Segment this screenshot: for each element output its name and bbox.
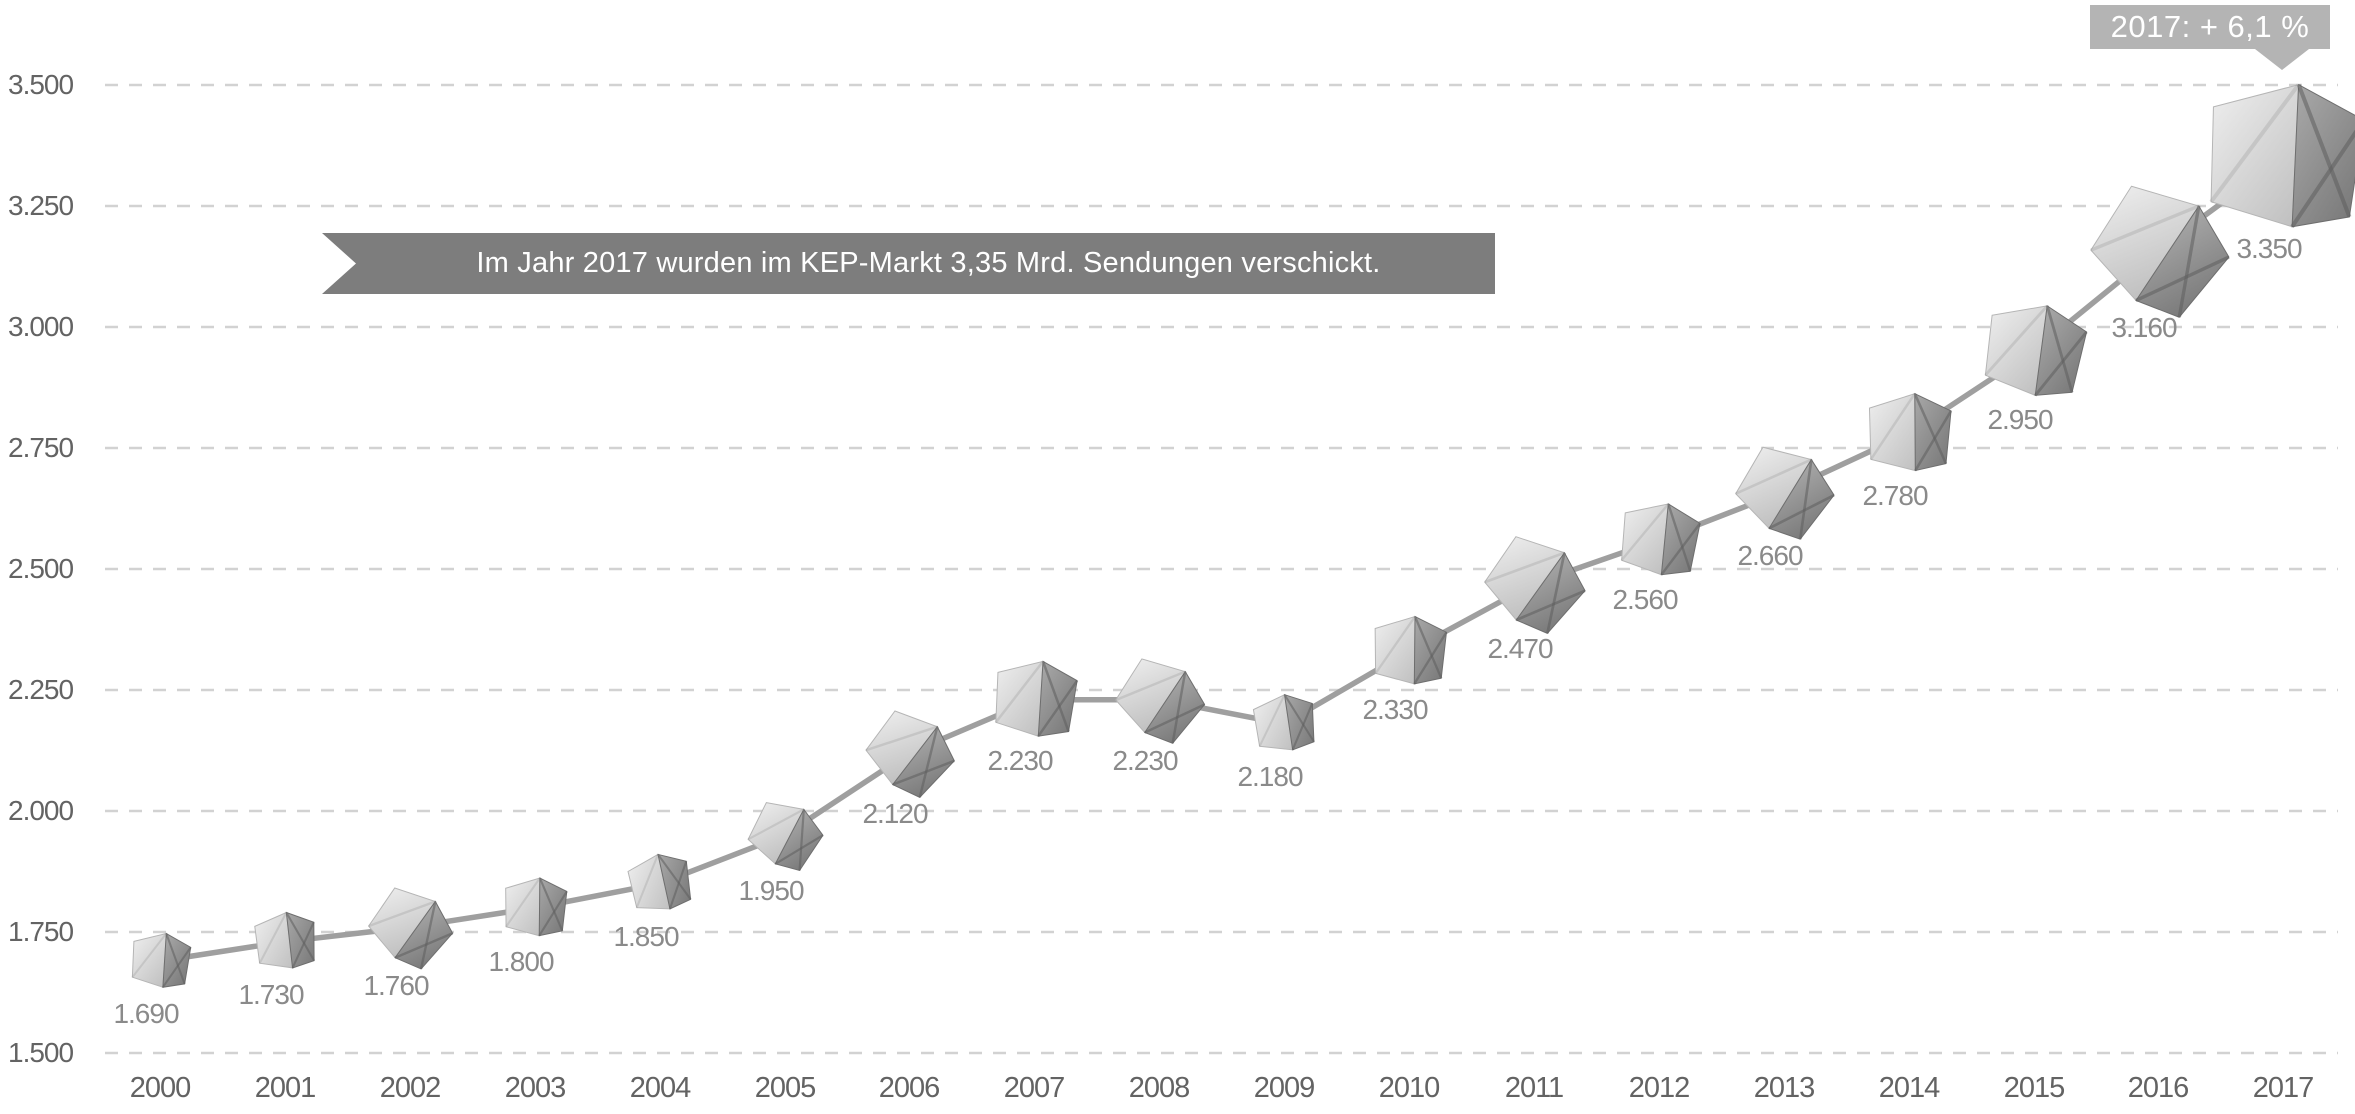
x-axis-tick-label: 2001: [254, 1072, 317, 1104]
data-point-label: 3.160: [2111, 312, 2177, 343]
data-point-label: 2.180: [1237, 761, 1303, 792]
change-badge: 2017: + 6,1 %: [2090, 5, 2330, 70]
callout-banner-text: Im Jahr 2017 wurden im KEP-Markt 3,35 Mr…: [476, 247, 1381, 279]
data-point-label: 2.330: [1362, 694, 1428, 725]
x-axis-tick-label: 2017: [2252, 1072, 2315, 1104]
data-point-label: 3.350: [2236, 233, 2302, 264]
data-point-label: 1.850: [613, 921, 679, 952]
data-point-label: 1.690: [113, 998, 179, 1029]
parcel-icon: [1115, 658, 1206, 744]
data-point-label: 2.660: [1737, 540, 1803, 571]
data-point-label: 2.780: [1862, 480, 1928, 511]
parcel-icon: [2209, 83, 2355, 228]
parcel-icon: [254, 911, 316, 969]
parcel-icon: [1620, 503, 1701, 576]
y-axis-tick-label: 3.500: [8, 69, 74, 100]
parcel-icon: [747, 802, 824, 872]
data-point-label: 2.470: [1487, 633, 1553, 664]
data-point-label: 1.950: [738, 875, 804, 906]
parcel-icon: [994, 660, 1079, 737]
x-axis-tick-label: 2005: [754, 1072, 817, 1104]
parcel-icon: [1984, 304, 2088, 397]
data-point-label: 2.230: [1112, 745, 1178, 776]
parcel-icon: [1735, 446, 1835, 540]
x-axis-tick-label: 2013: [1753, 1072, 1816, 1104]
change-badge-text: 2017: + 6,1 %: [2110, 9, 2310, 44]
y-axis-tick-label: 2.000: [8, 795, 74, 826]
x-axis-tick-label: 2016: [2127, 1072, 2190, 1104]
x-axis-tick-label: 2014: [1878, 1072, 1941, 1104]
x-axis-tick-label: 2002: [379, 1072, 442, 1104]
x-axis-tick-label: 2003: [504, 1072, 567, 1104]
parcel-icon: [627, 853, 692, 910]
parcel-icon: [1252, 693, 1315, 751]
parcel-icon: [2090, 185, 2230, 318]
y-axis-tick-label: 2.250: [8, 674, 74, 705]
y-axis-tick-label: 1.750: [8, 916, 74, 947]
parcel-icon: [505, 877, 568, 937]
x-axis-tick-label: 2008: [1128, 1072, 1191, 1104]
badge-pointer-icon: [2255, 49, 2309, 70]
parcel-icon: [865, 710, 955, 798]
x-axis-tick-label: 2000: [129, 1072, 192, 1104]
data-point-label: 1.760: [363, 970, 429, 1001]
parcel-icon: [368, 887, 454, 970]
data-point-label: 2.560: [1612, 584, 1678, 615]
x-axis-tick-label: 2007: [1003, 1072, 1066, 1104]
x-axis-tick-label: 2009: [1253, 1072, 1316, 1104]
parcel-icon: [1868, 392, 1953, 472]
parcel-icon: [1484, 536, 1586, 634]
parcel-icon: [1374, 615, 1448, 685]
data-point-label: 1.730: [238, 979, 304, 1010]
y-axis-tick-label: 3.000: [8, 311, 74, 342]
y-axis-tick-label: 3.250: [8, 190, 74, 221]
parcel-icon: [131, 932, 192, 988]
data-point-label: 2.120: [862, 798, 928, 829]
y-axis-tick-label: 1.500: [8, 1037, 74, 1068]
x-axis-tick-label: 2010: [1378, 1072, 1441, 1104]
x-axis-tick-label: 2012: [1628, 1072, 1691, 1104]
x-axis-tick-label: 2004: [629, 1072, 692, 1104]
x-axis-tick-label: 2015: [2003, 1072, 2066, 1104]
callout-banner: Im Jahr 2017 wurden im KEP-Markt 3,35 Mr…: [322, 233, 1495, 294]
x-axis-tick-label: 2011: [1504, 1072, 1564, 1104]
data-point-label: 1.800: [488, 946, 554, 977]
x-axis-tick-label: 2006: [878, 1072, 941, 1104]
y-axis-tick-label: 2.500: [8, 553, 74, 584]
y-axis-tick-label: 2.750: [8, 432, 74, 463]
data-point-label: 2.950: [1987, 404, 2053, 435]
data-point-label: 2.230: [987, 745, 1053, 776]
